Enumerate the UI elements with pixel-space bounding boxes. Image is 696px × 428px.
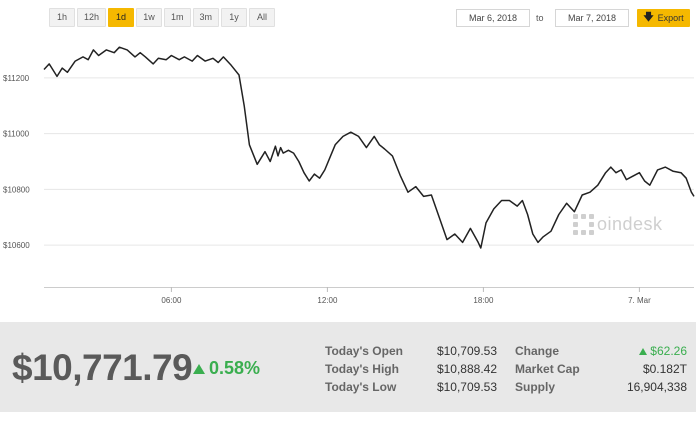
change-value: $62.26	[600, 344, 687, 358]
current-price: $10,771.79	[12, 347, 193, 388]
range-selector: 1h 12h 1d 1w 1m 3m 1y All	[49, 8, 276, 27]
up-triangle-icon	[193, 363, 205, 374]
coindesk-logo-icon	[573, 214, 594, 235]
supply-value: 16,904,338	[626, 380, 687, 394]
y-tick-label: $11000	[3, 130, 30, 139]
chart-grid	[44, 77, 694, 246]
date-to-input[interactable]: Mar 7, 2018	[555, 9, 629, 27]
stats-panel: $10,771.79 0.58% Today's Open $10,709.53…	[0, 322, 696, 412]
price-change-percent: 0.58%	[193, 358, 260, 379]
y-tick-label: $11200	[3, 74, 30, 83]
x-tick-label: 06:00	[161, 296, 182, 305]
change-percent-value: 0.58%	[209, 358, 261, 378]
x-axis: 06:00 12:00 18:00 7. Mar	[44, 287, 694, 305]
price-line	[43, 46, 695, 249]
y-tick-label: $10600	[3, 241, 30, 250]
todays-low-label: Today's Low	[325, 380, 397, 394]
range-button-1w[interactable]: 1w	[136, 8, 163, 27]
range-button-all[interactable]: All	[249, 8, 276, 27]
change-amount: $62.26	[650, 344, 687, 358]
x-tick-label: 18:00	[473, 296, 494, 305]
date-from-input[interactable]: Mar 6, 2018	[456, 9, 530, 27]
download-arrow-icon: 🡇	[643, 12, 654, 23]
range-button-1m[interactable]: 1m	[164, 8, 191, 27]
todays-high-label: Today's High	[325, 362, 399, 376]
price-chart[interactable]: $10600 $10800 $11000 $11200 06:00 12:00 18:00…	[0, 36, 696, 322]
watermark-text: oindesk	[597, 214, 663, 234]
todays-open-label: Today's Open	[325, 344, 403, 358]
up-triangle-icon	[639, 347, 648, 355]
market-cap-label: Market Cap	[515, 362, 580, 376]
x-tick-label: 7. Mar	[628, 296, 651, 305]
export-button[interactable]: 🡇 Export	[637, 9, 690, 27]
todays-high-value: $10,888.42	[436, 362, 497, 376]
range-button-1h[interactable]: 1h	[49, 8, 75, 27]
range-button-12h[interactable]: 12h	[77, 8, 107, 27]
range-button-1d[interactable]: 1d	[108, 8, 135, 27]
y-tick-label: $10800	[3, 185, 30, 194]
export-label: Export	[657, 13, 684, 23]
date-to-label: to	[536, 13, 544, 23]
range-button-1y[interactable]: 1y	[221, 8, 248, 27]
range-button-3m[interactable]: 3m	[192, 8, 220, 27]
x-tick-label: 12:00	[317, 296, 338, 305]
market-cap-value: $0.182T	[642, 362, 687, 376]
todays-low-value: $10,709.53	[436, 380, 497, 394]
todays-open-value: $10,709.53	[436, 344, 497, 358]
change-label: Change	[515, 344, 560, 358]
watermark: oindesk	[573, 214, 663, 235]
supply-label: Supply	[515, 380, 556, 394]
y-axis-labels: $10600 $10800 $11000 $11200	[3, 74, 30, 250]
